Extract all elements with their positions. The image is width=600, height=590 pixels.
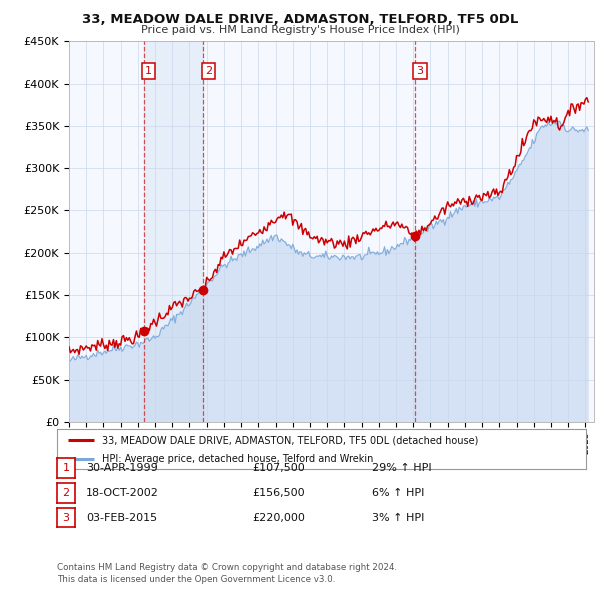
Text: 29% ↑ HPI: 29% ↑ HPI <box>372 463 431 473</box>
Bar <box>143 41 203 422</box>
Text: 3: 3 <box>416 66 424 76</box>
Text: HPI: Average price, detached house, Telford and Wrekin: HPI: Average price, detached house, Telf… <box>102 454 373 464</box>
Text: £156,500: £156,500 <box>252 488 305 498</box>
Text: 1: 1 <box>62 463 70 473</box>
Text: 30-APR-1999: 30-APR-1999 <box>86 463 158 473</box>
Text: 1: 1 <box>145 66 152 76</box>
Text: 2: 2 <box>62 488 70 498</box>
Text: Price paid vs. HM Land Registry's House Price Index (HPI): Price paid vs. HM Land Registry's House … <box>140 25 460 35</box>
Text: 6% ↑ HPI: 6% ↑ HPI <box>372 488 424 498</box>
Text: 18-OCT-2002: 18-OCT-2002 <box>86 488 158 498</box>
Text: 33, MEADOW DALE DRIVE, ADMASTON, TELFORD, TF5 0DL: 33, MEADOW DALE DRIVE, ADMASTON, TELFORD… <box>82 13 518 26</box>
Text: £220,000: £220,000 <box>252 513 305 523</box>
Text: 3% ↑ HPI: 3% ↑ HPI <box>372 513 424 523</box>
Text: 3: 3 <box>62 513 70 523</box>
Text: 33, MEADOW DALE DRIVE, ADMASTON, TELFORD, TF5 0DL (detached house): 33, MEADOW DALE DRIVE, ADMASTON, TELFORD… <box>102 435 478 445</box>
Text: This data is licensed under the Open Government Licence v3.0.: This data is licensed under the Open Gov… <box>57 575 335 584</box>
Text: £107,500: £107,500 <box>252 463 305 473</box>
Text: 03-FEB-2015: 03-FEB-2015 <box>86 513 157 523</box>
Text: Contains HM Land Registry data © Crown copyright and database right 2024.: Contains HM Land Registry data © Crown c… <box>57 563 397 572</box>
Text: 2: 2 <box>205 66 212 76</box>
